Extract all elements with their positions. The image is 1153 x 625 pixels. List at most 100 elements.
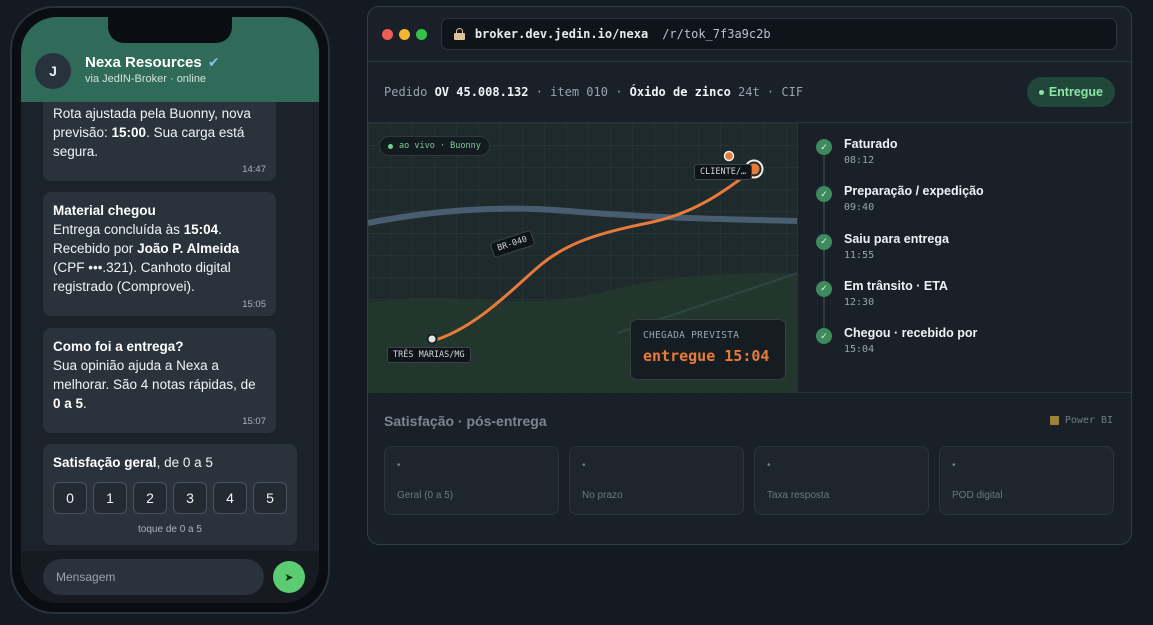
lock-icon <box>453 28 465 40</box>
timeline-time: 11:55 <box>844 249 875 261</box>
send-icon: ➤ <box>284 571 294 584</box>
kpi-card-on-time[interactable]: • No prazo <box>569 446 744 515</box>
live-indicator: ao vivo · Buonny <box>379 136 490 156</box>
check-icon: ✓ <box>816 233 832 250</box>
address-bar[interactable]: broker.dev.jedin.io/nexa /r/tok_7f3a9c2b <box>440 18 1117 50</box>
rating-option-2[interactable]: 2 <box>133 482 167 514</box>
kpi-value: • <box>767 460 771 471</box>
live-label: ao vivo · Buonny <box>399 141 481 151</box>
order-number: OV 45.008.132 <box>434 85 529 99</box>
powerbi-source: Power BI <box>1049 415 1113 426</box>
order-item: · item 010 · <box>528 85 630 99</box>
phone-notch <box>108 17 232 43</box>
rating-hint: toque de 0 a 5 <box>138 524 202 535</box>
route-map[interactable]: ao vivo · Buonny TRÊS MARIAS/MG CLIENTE/… <box>368 123 798 393</box>
satisfaction-title: Satisfação · pós-entrega <box>384 413 547 429</box>
message-text: (CPF •••.321). Canhoto digital registrad… <box>53 260 231 294</box>
timeline-step: ✓ Preparação / expedição 09:40 <box>816 184 1131 234</box>
message-survey-invite: Como foi a entrega? Sua opinião ajuda a … <box>43 328 276 433</box>
message-title: Material chegou <box>53 203 156 218</box>
avatar[interactable]: J <box>35 53 71 89</box>
check-icon: ✓ <box>816 186 832 203</box>
browser-titlebar: broker.dev.jedin.io/nexa /r/tok_7f3a9c2b <box>368 7 1131 61</box>
kpi-card-overall[interactable]: • Geral (0 a 5) <box>384 446 559 515</box>
verified-icon: ✔ <box>207 54 220 70</box>
message-time: 15:05 <box>242 299 266 310</box>
powerbi-icon <box>1049 416 1059 425</box>
timeline-label: Em trânsito · ETA <box>844 278 948 293</box>
contact-name-text: Nexa Resources <box>85 54 202 71</box>
message-delivered: Material chegou Entrega concluída às 15:… <box>43 192 276 316</box>
timeline-label: Chegou · recebido por <box>844 326 978 341</box>
send-button[interactable]: ➤ <box>273 561 305 593</box>
check-icon: ✓ <box>816 280 832 297</box>
kpi-label: No prazo <box>582 490 623 501</box>
url-path: /r/tok_7f3a9c2b <box>662 27 771 41</box>
message-text: . Sua carga está segura. <box>53 125 245 159</box>
rating-title-bold: Satisfação geral <box>53 455 157 470</box>
order-product: Óxido de zinco <box>629 85 731 99</box>
rating-option-5[interactable]: 5 <box>253 482 287 514</box>
timeline-step: ✓ Saiu para entrega 11:55 <box>816 231 1131 281</box>
kpi-card-pod-digital[interactable]: • POD digital <box>939 446 1114 515</box>
message-route-update: Rota ajustada pela Buonny, nova previsão… <box>43 102 276 181</box>
river-path <box>368 205 797 226</box>
timeline-time: 08:12 <box>844 155 875 166</box>
check-icon: ✓ <box>816 328 832 345</box>
rating-option-4[interactable]: 4 <box>213 482 247 514</box>
timeline-time: 15:04 <box>844 344 875 356</box>
rating-option-1[interactable]: 1 <box>93 482 127 514</box>
contact-status: via JedIN-Broker · online <box>85 73 207 85</box>
powerbi-label: Power BI <box>1064 415 1113 426</box>
message-text: . Recebido por <box>53 222 222 256</box>
satisfaction-section: Satisfação · pós-entrega Power BI • Gera… <box>368 393 1131 515</box>
message-text: . <box>83 396 87 411</box>
message-text: Sua opinião ajuda a Nexa a melhorar. São… <box>53 358 256 392</box>
browser-window: broker.dev.jedin.io/nexa /r/tok_7f3a9c2b… <box>367 6 1132 545</box>
maximize-window-button[interactable] <box>415 28 427 40</box>
tracking-panel: ao vivo · Buonny TRÊS MARIAS/MG CLIENTE/… <box>368 123 1131 393</box>
url-host: broker.dev.jedin.io/nexa <box>474 27 649 41</box>
composer: ➤ <box>21 551 319 603</box>
kpi-value: • <box>582 460 586 471</box>
status-dot-icon <box>1038 89 1044 95</box>
eta-value: entregue 15:04 <box>643 347 770 365</box>
status-badge: Entregue <box>1026 77 1115 107</box>
message-text-bold: 0 a 5 <box>53 396 84 411</box>
rating-option-0[interactable]: 0 <box>53 482 87 514</box>
status-timeline: ✓ Faturado 08:12 ✓ Preparação / expediçã… <box>798 123 1131 393</box>
rating-card: Satisfação geral, de 0 a 5 0 1 2 3 4 5 t… <box>43 444 297 545</box>
message-list[interactable]: Rota ajustada pela Buonny, nova previsão… <box>21 102 319 551</box>
kpi-card-response-rate[interactable]: • Taxa resposta <box>754 446 929 515</box>
minimize-window-button[interactable] <box>398 28 410 40</box>
phone-screen: J Nexa Resources ✔ via JedIN-Broker · on… <box>21 17 319 603</box>
timeline-label: Preparação / expedição <box>844 184 984 199</box>
message-time: 15:07 <box>242 416 266 427</box>
eta-title: CHEGADA PREVISTA <box>643 330 740 341</box>
checkpoint-marker[interactable] <box>723 150 735 162</box>
message-text: Entrega concluída às <box>53 222 184 237</box>
order-summary: Pedido OV 45.008.132 · item 010 · Óxido … <box>368 61 1131 123</box>
origin-label: TRÊS MARIAS/MG <box>387 347 471 363</box>
timeline-label: Saiu para entrega <box>844 231 949 246</box>
timeline-step: ✓ Em trânsito · ETA 12:30 <box>816 278 1131 328</box>
kpi-label: POD digital <box>952 490 1003 501</box>
phone-frame: J Nexa Resources ✔ via JedIN-Broker · on… <box>10 6 330 614</box>
route-path <box>431 167 755 343</box>
timeline-time: 12:30 <box>844 296 875 308</box>
message-input[interactable] <box>43 559 264 595</box>
message-text-bold: 15:00 <box>111 125 147 140</box>
kpi-label: Taxa resposta <box>767 490 830 501</box>
eta-card: CHEGADA PREVISTA entregue 15:04 <box>630 319 786 380</box>
rating-title-rest: , de 0 a 5 <box>156 455 213 470</box>
origin-marker[interactable] <box>426 333 438 345</box>
kpi-row: • Geral (0 a 5) • No prazo • Taxa respos… <box>384 446 1115 515</box>
message-text: Rota ajustada pela Buonny, nova previsão… <box>53 106 251 140</box>
live-dot-icon <box>388 143 393 149</box>
rating-option-3[interactable]: 3 <box>173 482 207 514</box>
kpi-value: • <box>397 460 401 471</box>
contact-name[interactable]: Nexa Resources ✔ <box>85 53 220 72</box>
close-window-button[interactable] <box>382 28 393 40</box>
order-prefix: Pedido <box>384 85 435 99</box>
rating-options: 0 1 2 3 4 5 <box>53 482 287 514</box>
